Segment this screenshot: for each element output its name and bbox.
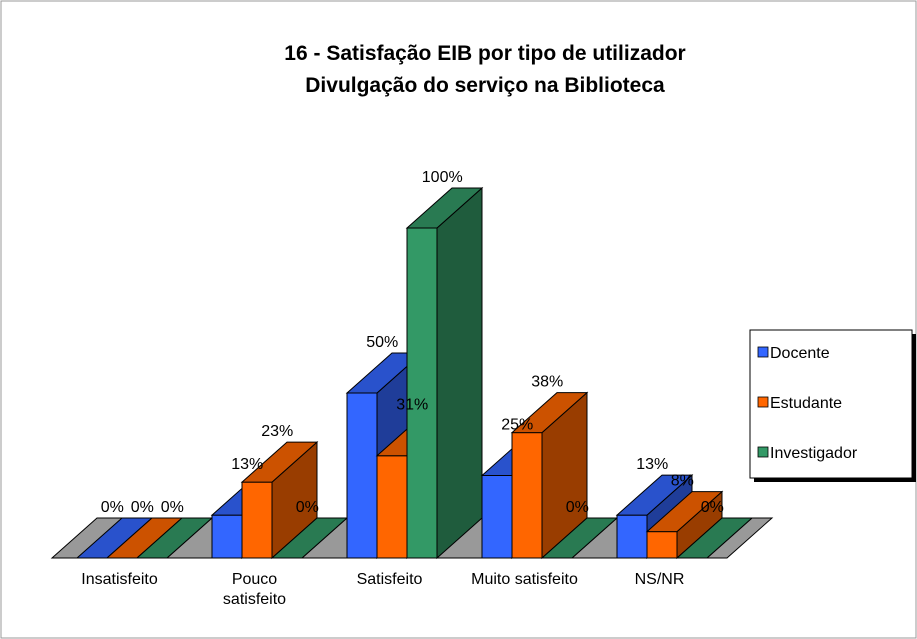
- legend-swatch: [757, 446, 769, 458]
- x-tick-label: NS/NR: [634, 571, 685, 588]
- legend-swatch: [757, 396, 769, 408]
- bar-top: [675, 517, 754, 559]
- x-tick-label: Insatisfeito: [81, 571, 158, 588]
- bar-front: [646, 531, 678, 559]
- bar-top: [240, 441, 319, 483]
- data-label: 0%: [101, 499, 124, 516]
- bar-top: [510, 392, 589, 434]
- legend-label: Estudante: [770, 395, 842, 412]
- data-label: 0%: [131, 499, 154, 516]
- bar: [240, 440, 319, 560]
- data-label: 8%: [671, 473, 694, 490]
- data-label: 38%: [531, 374, 563, 391]
- data-label: 0%: [566, 499, 589, 516]
- bar-front: [241, 481, 273, 559]
- bar-front: [346, 392, 378, 559]
- bar-front: [481, 475, 513, 559]
- legend-label: Investigador: [770, 445, 858, 462]
- bar-top: [645, 491, 724, 533]
- legend-swatch: [757, 346, 769, 358]
- bar: [510, 391, 589, 560]
- x-tick-label: Pouco satisfeito: [222, 571, 287, 608]
- bar: [645, 490, 724, 560]
- data-label: 13%: [636, 456, 668, 473]
- legend: [749, 329, 913, 479]
- data-label: 50%: [366, 334, 398, 351]
- data-label: 0%: [701, 499, 724, 516]
- bar-front: [376, 455, 408, 559]
- legend-label: Docente: [770, 345, 830, 362]
- bar-front: [406, 227, 438, 559]
- data-label: 0%: [296, 499, 319, 516]
- data-label: 31%: [396, 397, 428, 414]
- x-tick-label: Satisfeito: [356, 571, 423, 588]
- chart-title: 16 - Satisfação EIB por tipo de utilizad…: [284, 42, 685, 65]
- x-tick-label: Muito satisfeito: [471, 571, 578, 588]
- bar: [675, 517, 754, 559]
- bar-front: [211, 514, 243, 559]
- bar: [405, 186, 484, 560]
- data-label: 0%: [161, 499, 184, 516]
- bar-front: [511, 432, 543, 559]
- bar-top: [405, 187, 484, 229]
- bar-top: [615, 474, 694, 516]
- data-label: 23%: [261, 423, 293, 440]
- chart-subtitle: Divulgação do serviço na Biblioteca: [305, 74, 665, 97]
- data-label: 100%: [422, 169, 463, 186]
- data-label: 13%: [231, 456, 263, 473]
- bar-front: [616, 514, 648, 559]
- data-label: 25%: [501, 417, 533, 434]
- bar-side: [436, 186, 483, 560]
